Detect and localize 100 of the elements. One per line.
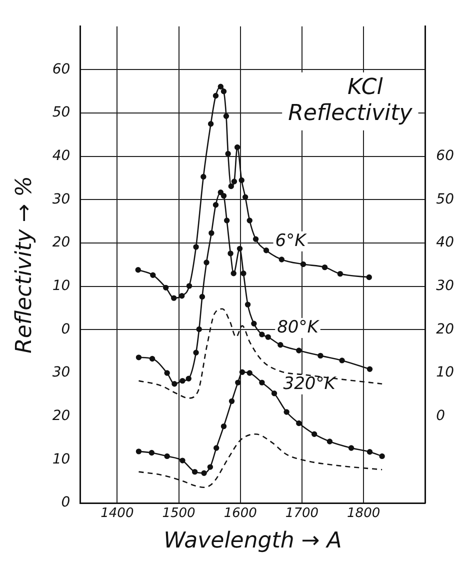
y2-tick-label: 60 [436, 148, 454, 164]
y-axis-title: Reflectivity → % [12, 176, 37, 354]
series-label: 80°K [277, 317, 320, 338]
point [196, 326, 202, 332]
point [236, 246, 243, 252]
y2-tick-label: 50 [436, 191, 454, 208]
point [231, 178, 238, 184]
point [251, 320, 257, 326]
point [228, 398, 235, 404]
point [263, 248, 270, 254]
point [228, 183, 234, 190]
point [326, 438, 333, 444]
point [379, 453, 385, 460]
point [240, 270, 246, 276]
point [366, 366, 373, 372]
point [339, 358, 345, 364]
point [234, 144, 240, 150]
point [220, 88, 227, 94]
point [208, 121, 214, 127]
point [223, 113, 230, 119]
line-series [138, 308, 383, 399]
point [230, 270, 236, 276]
point [318, 352, 324, 359]
point [337, 270, 344, 277]
point [220, 423, 227, 430]
point [200, 174, 206, 180]
y2-tick-label: 0 [436, 408, 446, 424]
y-tick-label: 40 [52, 148, 70, 164]
point [252, 236, 259, 242]
point [265, 334, 271, 340]
point [135, 267, 141, 273]
y2-tick-label: 30 [436, 278, 454, 294]
line-series [138, 433, 383, 488]
point [225, 150, 231, 157]
point [242, 194, 248, 200]
y-tick-label: 30 [52, 191, 70, 208]
y-tick-label: 10 [52, 278, 70, 294]
point [238, 177, 244, 184]
text: KCl Reflectivity [288, 75, 414, 126]
point [179, 293, 185, 299]
point [162, 284, 169, 291]
point [199, 294, 206, 300]
point [284, 409, 290, 415]
point [193, 244, 199, 250]
point [204, 260, 210, 266]
point [322, 264, 328, 270]
point [296, 348, 302, 354]
point [186, 376, 192, 382]
y2-tick-label: 20 [436, 321, 454, 338]
y2-tick-label: 40 [436, 234, 454, 251]
point [220, 192, 227, 199]
x-tick-label: 1800 [347, 506, 380, 522]
point [212, 202, 219, 208]
point [180, 378, 186, 384]
point [180, 458, 186, 464]
point [164, 370, 170, 376]
point [148, 450, 155, 456]
point [186, 283, 192, 289]
point [164, 453, 170, 460]
point [218, 84, 224, 90]
point [259, 380, 265, 386]
y-tick-label: 50 [52, 104, 70, 121]
x-axis-title: Wavelength → A [164, 528, 342, 554]
point [300, 261, 306, 268]
series-label: 6°K [275, 230, 308, 251]
point [366, 449, 373, 455]
point [246, 370, 252, 376]
point [348, 445, 354, 451]
point [136, 448, 142, 454]
x-tick-label: 1400 [100, 506, 134, 522]
y2-tick-label: 10 [436, 364, 454, 381]
point [171, 295, 177, 301]
y-tick-label: 60 [52, 61, 70, 78]
point [218, 189, 224, 196]
point [136, 354, 142, 360]
point [311, 431, 318, 437]
point [366, 274, 372, 280]
point [193, 350, 199, 356]
point [259, 332, 265, 338]
point [201, 470, 207, 476]
point [208, 230, 214, 236]
point [296, 420, 302, 426]
point [278, 256, 285, 262]
point [150, 272, 156, 278]
point [228, 250, 234, 256]
y-tick-label: 0 [61, 321, 70, 338]
x-tick-label: 1700 [285, 506, 319, 522]
point [278, 342, 284, 348]
y-tick-label: 20 [52, 234, 70, 251]
x-tick-label: 1500 [162, 506, 196, 522]
point [214, 445, 220, 451]
point [149, 356, 156, 362]
point [235, 380, 241, 386]
point [224, 218, 230, 224]
point [246, 218, 252, 224]
point [239, 369, 246, 375]
series-label: 320°K [283, 374, 338, 394]
x-tick-label: 1600 [224, 506, 257, 522]
point [207, 464, 214, 470]
point [271, 390, 278, 396]
